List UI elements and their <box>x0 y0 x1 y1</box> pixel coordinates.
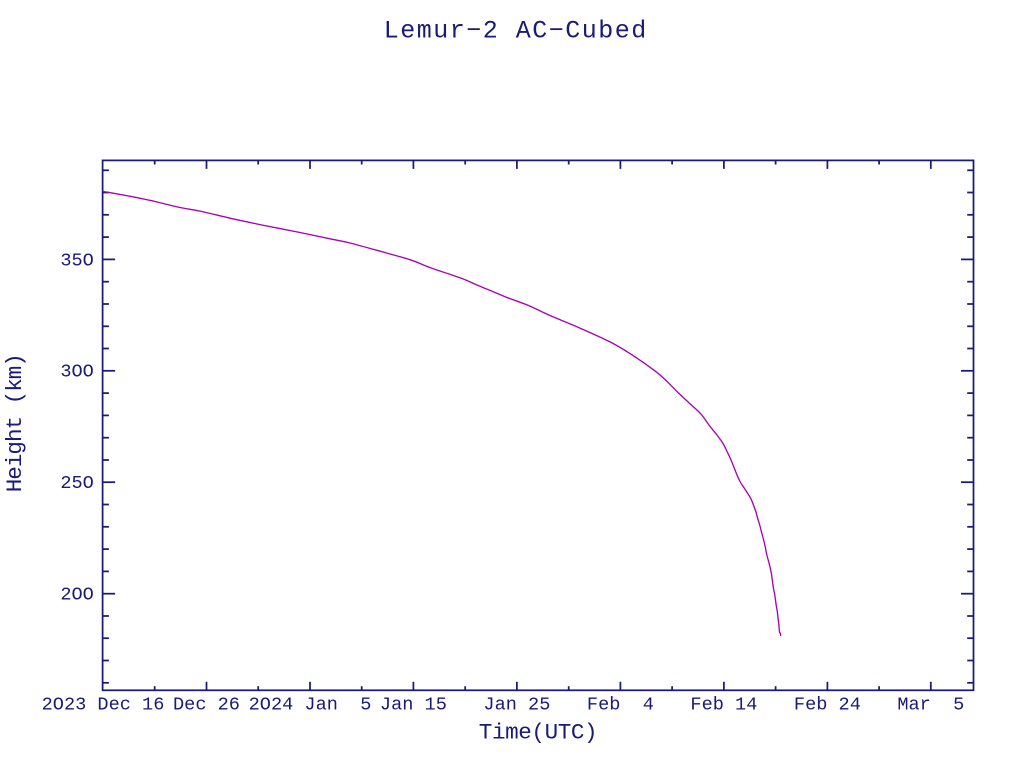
svg-text:2O24 Jan 5: 2O24 Jan 5 <box>249 695 372 716</box>
svg-text:Feb 4: Feb 4 <box>587 695 654 716</box>
svg-text:Jan 15: Jan 15 <box>380 695 447 716</box>
svg-text:Mar 5: Mar 5 <box>897 695 964 716</box>
svg-text:35O: 35O <box>60 250 93 271</box>
svg-text:Feb 14: Feb 14 <box>690 695 757 716</box>
svg-text:Dec 26: Dec 26 <box>173 695 240 716</box>
svg-text:3OO: 3OO <box>60 362 93 383</box>
svg-text:Height (km): Height (km) <box>2 354 28 492</box>
svg-text:Feb 24: Feb 24 <box>794 695 861 716</box>
svg-text:Jan 25: Jan 25 <box>483 695 550 716</box>
svg-text:2O23 Dec 16: 2O23 Dec 16 <box>42 695 165 716</box>
svg-text:Time(UTC): Time(UTC) <box>479 720 597 746</box>
svg-text:2OO: 2OO <box>60 585 93 606</box>
svg-text:Lemur−2 AC−Cubed: Lemur−2 AC−Cubed <box>384 17 648 46</box>
svg-text:25O: 25O <box>60 473 93 494</box>
